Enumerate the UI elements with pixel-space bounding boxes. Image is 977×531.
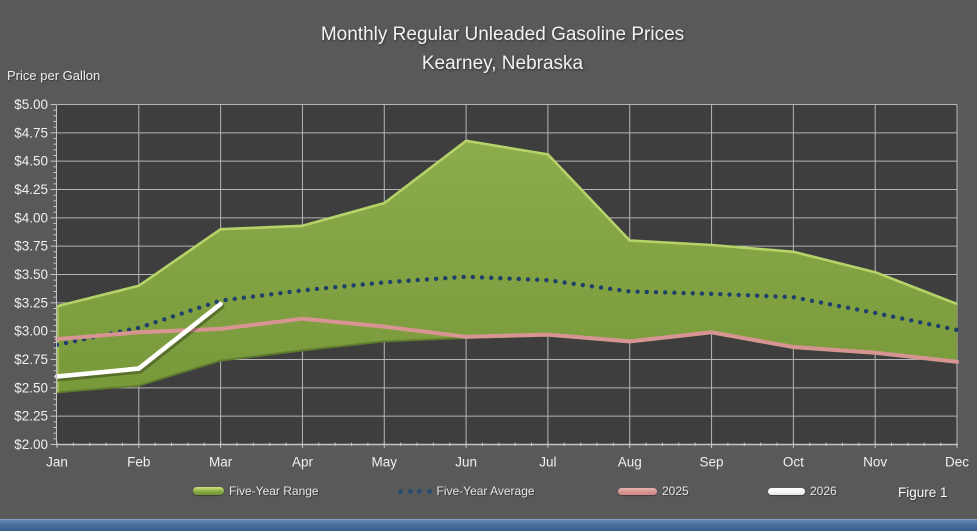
svg-text:$2.00: $2.00 [14,437,48,452]
legend-label: 2026 [810,484,837,498]
line-2025 [55,316,959,364]
svg-text:May: May [372,455,398,470]
y-axis-title: Price per Gallon [7,68,101,83]
chart-title: Monthly Regular Unleaded Gasoline Prices… [28,20,977,78]
line-2026-shadow [56,304,225,382]
axes [50,104,958,448]
five-year-average-swatch [398,488,432,494]
svg-text:Oct: Oct [783,455,804,470]
line-2026 [54,301,223,379]
bottom-accent-bar [0,519,977,531]
legend-label: 2025 [662,484,689,498]
legend-dot [398,488,403,494]
five-year-range-swatch [193,487,224,495]
figure-label: Figure 1 [898,485,948,500]
y-axis-labels: $5.00 $4.75 $4.50 $4.25 $4.00 $3.75 $3.50 $3.25… [14,97,48,452]
legend-dot [417,488,422,494]
svg-text:Sep: Sep [700,455,724,470]
line-2025-swatch [618,487,657,495]
chart-title-line2: Kearney, Nebraska [421,53,584,74]
legend-item-2025: 2025 [618,483,689,499]
svg-text:Dec: Dec [945,455,969,470]
svg-text:$4.50: $4.50 [14,154,48,169]
x-axis-labels: Jan Feb Mar Apr May Jun Jul Aug Sep Oct Nov Dec [46,455,969,470]
svg-text:$3.75: $3.75 [14,239,48,254]
svg-text:$3.50: $3.50 [14,267,48,282]
svg-text:Jul: Jul [539,455,556,470]
legend-item-five-year-average: Five-Year Average [398,483,535,499]
svg-text:Nov: Nov [863,455,887,470]
chart-title-line1: Monthly Regular Unleaded Gasoline Prices [320,24,685,45]
legend-dot [426,488,432,494]
svg-text:$5.00: $5.00 [14,97,48,112]
svg-text:$3.25: $3.25 [14,295,48,310]
svg-text:Aug: Aug [618,455,642,470]
svg-text:$4.25: $4.25 [14,182,48,197]
legend-item-five-year-range: Five-Year Range [193,483,319,499]
svg-text:$3.00: $3.00 [14,324,48,339]
svg-text:$4.00: $4.00 [14,210,48,225]
svg-text:Feb: Feb [127,455,150,470]
svg-text:Jun: Jun [455,455,477,470]
svg-text:$4.75: $4.75 [14,125,48,140]
svg-text:Mar: Mar [209,455,233,470]
svg-text:$2.50: $2.50 [14,380,48,395]
svg-text:$2.75: $2.75 [14,352,48,367]
legend-item-2026: 2026 [768,483,837,499]
svg-text:Jan: Jan [46,455,68,470]
line-2026-swatch [768,487,805,495]
legend-dot [407,488,413,494]
svg-text:Apr: Apr [292,455,314,470]
legend-label: Five-Year Range [229,484,319,498]
svg-text:$2.25: $2.25 [14,409,48,424]
legend-label: Five-Year Average [436,484,535,498]
five-year-average-line [54,274,960,347]
